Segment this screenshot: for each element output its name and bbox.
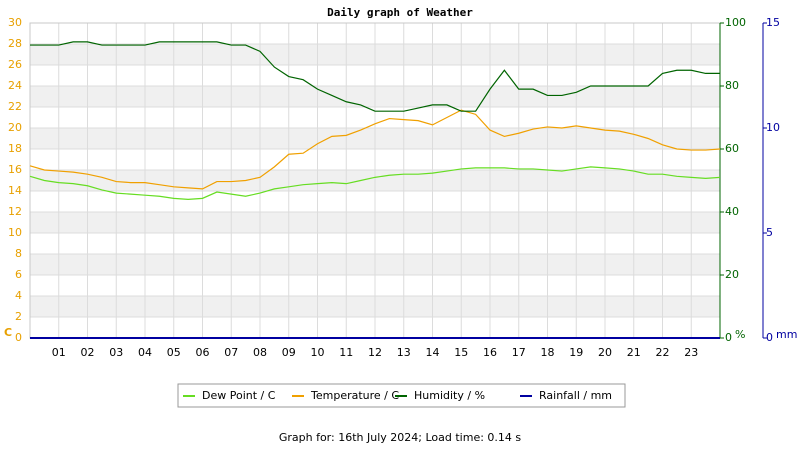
- y3-tick-label: 5: [766, 226, 773, 239]
- legend-label: Dew Point / C: [202, 389, 276, 402]
- x-tick-label: 07: [224, 346, 238, 359]
- y2-tick-label: 60: [725, 142, 739, 155]
- x-tick-label: 15: [454, 346, 468, 359]
- y2-tick-label: 20: [725, 268, 739, 281]
- x-tick-label: 02: [81, 346, 95, 359]
- x-tick-label: 16: [483, 346, 497, 359]
- y3-tick-label: 15: [766, 16, 780, 29]
- y2-tick-label: 40: [725, 205, 739, 218]
- x-tick-label: 04: [138, 346, 152, 359]
- y-tick-label: 16: [8, 163, 22, 176]
- x-tick-label: 06: [196, 346, 210, 359]
- y3-unit: mm: [776, 328, 797, 341]
- y-tick-label: 10: [8, 226, 22, 239]
- y-tick-label: 30: [8, 16, 22, 29]
- y-tick-label: 18: [8, 142, 22, 155]
- y-tick-label: 2: [15, 310, 22, 323]
- x-tick-label: 21: [627, 346, 641, 359]
- series-line: [29, 109, 721, 190]
- y-tick-label: 14: [8, 184, 22, 197]
- y-tick-label: 26: [8, 58, 22, 71]
- x-tick-label: 22: [656, 346, 670, 359]
- x-tick-label: 18: [541, 346, 555, 359]
- x-tick-label: 12: [368, 346, 382, 359]
- x-tick-label: 01: [52, 346, 66, 359]
- x-tick-label: 10: [311, 346, 325, 359]
- series-line: [30, 41, 720, 112]
- x-tick-label: 03: [109, 346, 123, 359]
- x-tick-label: 09: [282, 346, 296, 359]
- y-tick-label: 28: [8, 37, 22, 50]
- x-tick-label: 11: [339, 346, 353, 359]
- x-tick-label: 23: [684, 346, 698, 359]
- y3-tick-label: 10: [766, 121, 780, 134]
- x-tick-label: 13: [397, 346, 411, 359]
- y2-tick-label: 80: [725, 79, 739, 92]
- y-tick-label: 20: [8, 121, 22, 134]
- x-tick-label: 14: [426, 346, 440, 359]
- legend-label: Rainfall / mm: [539, 389, 612, 402]
- x-tick-label: 19: [569, 346, 583, 359]
- y3-tick-label: 0: [766, 331, 773, 344]
- y-tick-label: 12: [8, 205, 22, 218]
- y-unit: C: [4, 326, 12, 339]
- x-tick-label: 17: [512, 346, 526, 359]
- y-tick-label: 8: [15, 247, 22, 260]
- y-tick-label: 4: [15, 289, 22, 302]
- footer: Graph for: 16th July 2024; Load time: 0.…: [279, 431, 522, 444]
- chart-title: Daily graph of Weather: [327, 6, 473, 19]
- y2-tick-label: 0: [725, 331, 732, 344]
- series-line: [29, 166, 721, 201]
- y-tick-label: 22: [8, 100, 22, 113]
- y2-tick-label: 100: [725, 16, 746, 29]
- y-tick-label: 24: [8, 79, 22, 92]
- legend-label: Humidity / %: [414, 389, 485, 402]
- legend-label: Temperature / C: [310, 389, 399, 402]
- y-tick-label: 0: [15, 331, 22, 344]
- y2-unit: %: [735, 328, 745, 341]
- y-tick-label: 6: [15, 268, 22, 281]
- x-tick-label: 20: [598, 346, 612, 359]
- x-tick-label: 08: [253, 346, 267, 359]
- x-tick-label: 05: [167, 346, 181, 359]
